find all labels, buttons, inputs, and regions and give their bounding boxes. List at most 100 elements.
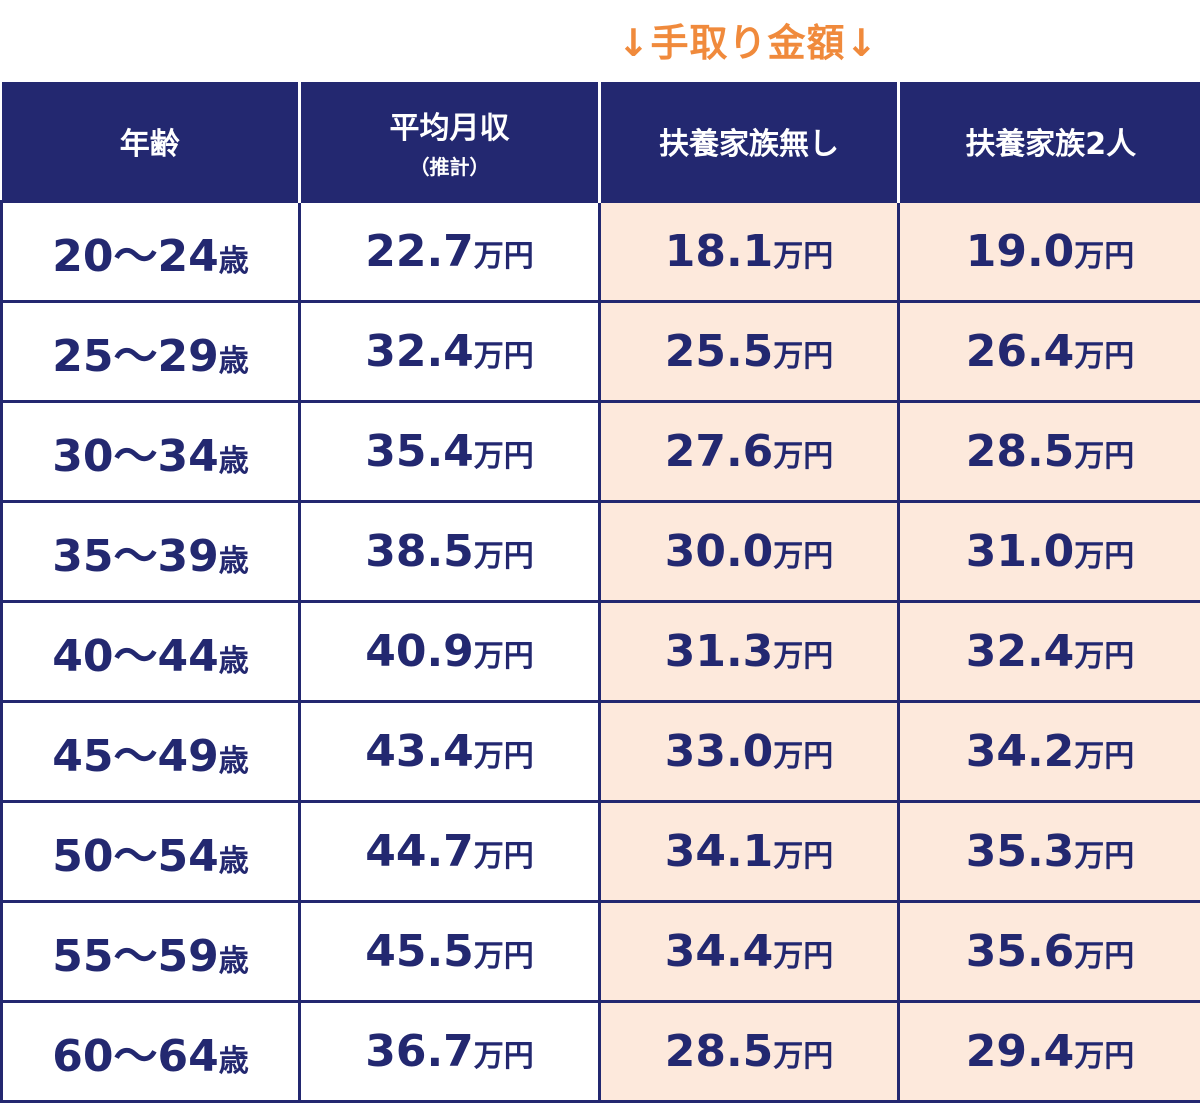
age-cell-unit: 歳 [218, 843, 249, 879]
table-row: 25〜29歳 32.4万円 25.5万円 26.4万円 [0, 300, 1200, 403]
age-cell-unit: 歳 [218, 1043, 249, 1079]
table-row: 30〜34歳 35.4万円 27.6万円 28.5万円 [0, 400, 1200, 503]
avg-income-cell-value: 38.5 [365, 526, 474, 577]
age-cell: 30〜34歳 [0, 400, 301, 503]
take-home-caption: ↓手取り金額↓ [617, 21, 879, 65]
avg-income-cell: 43.4万円 [298, 700, 601, 803]
no-dependents-cell-unit: 万円 [773, 439, 834, 474]
two-dependents-cell-value: 35.6 [965, 926, 1075, 977]
avg-income-cell-value: 43.4 [365, 726, 474, 777]
two-dependents-cell-unit: 万円 [1074, 539, 1135, 574]
two-dependents-cell: 35.3万円 [897, 800, 1200, 903]
header-no-dependents: 扶養家族無し [598, 82, 899, 202]
two-dependents-cell: 26.4万円 [897, 300, 1200, 403]
avg-income-cell: 36.7万円 [298, 1000, 601, 1103]
avg-income-cell-value: 32.4 [365, 326, 474, 377]
two-dependents-cell-unit: 万円 [1074, 839, 1135, 874]
two-dependents-cell-unit: 万円 [1074, 439, 1135, 474]
age-cell: 35〜39歳 [0, 500, 301, 603]
no-dependents-cell-value: 34.4 [664, 926, 774, 977]
age-cell-value: 20〜24 [52, 230, 219, 282]
header-no-dependents-label: 扶養家族無し [659, 127, 839, 162]
no-dependents-cell-value: 34.1 [664, 826, 774, 877]
avg-income-cell: 44.7万円 [298, 800, 601, 903]
two-dependents-cell-value: 34.2 [965, 726, 1075, 777]
avg-income-cell: 45.5万円 [298, 900, 601, 1003]
avg-income-cell-unit: 万円 [473, 339, 534, 374]
header-avg-income-sub: （推計） [409, 154, 490, 179]
header-avg-income: 平均月収 （推計） [298, 82, 600, 202]
table-row: 35〜39歳 38.5万円 30.0万円 31.0万円 [0, 500, 1200, 603]
income-table: 年齢 平均月収 （推計） 扶養家族無し 扶養家族2人 20〜24歳 22.7万円 18… [0, 82, 1200, 1103]
age-cell-value: 50〜54 [52, 830, 219, 882]
two-dependents-cell-value: 29.4 [965, 1026, 1075, 1077]
two-dependents-cell-value: 31.0 [965, 526, 1075, 577]
avg-income-cell-unit: 万円 [473, 1039, 534, 1074]
two-dependents-cell: 28.5万円 [897, 400, 1200, 503]
avg-income-cell-value: 22.7 [365, 226, 474, 277]
header-row: 年齢 平均月収 （推計） 扶養家族無し 扶養家族2人 [1, 82, 1200, 202]
age-cell: 20〜24歳 [0, 200, 301, 303]
avg-income-cell-value: 36.7 [365, 1026, 474, 1077]
two-dependents-cell: 29.4万円 [897, 1000, 1200, 1103]
two-dependents-cell-unit: 万円 [1074, 739, 1135, 774]
table-row: 55〜59歳 45.5万円 34.4万円 35.6万円 [0, 900, 1200, 1003]
age-cell-value: 25〜29 [52, 330, 219, 382]
age-cell-value: 60〜64 [52, 1030, 219, 1082]
table-row: 20〜24歳 22.7万円 18.1万円 19.0万円 [0, 200, 1200, 303]
header-avg-income-label: 平均月収 [389, 110, 510, 146]
age-cell: 50〜54歳 [0, 800, 301, 903]
no-dependents-cell: 27.6万円 [598, 400, 900, 503]
header-two-dependents-label: 扶養家族2人 [965, 127, 1137, 162]
avg-income-cell-value: 44.7 [365, 826, 474, 877]
age-cell-unit: 歳 [218, 743, 249, 779]
no-dependents-cell-unit: 万円 [773, 1039, 834, 1074]
no-dependents-cell: 33.0万円 [598, 700, 900, 803]
avg-income-cell: 38.5万円 [298, 500, 601, 603]
no-dependents-cell-value: 25.5 [664, 326, 774, 377]
avg-income-cell: 40.9万円 [298, 600, 601, 703]
no-dependents-cell-value: 28.5 [664, 1026, 774, 1077]
table-row: 60〜64歳 36.7万円 28.5万円 29.4万円 [0, 1000, 1200, 1103]
two-dependents-cell-unit: 万円 [1074, 1039, 1135, 1074]
age-cell-unit: 歳 [218, 943, 249, 979]
avg-income-cell-unit: 万円 [473, 839, 534, 874]
no-dependents-cell: 18.1万円 [598, 200, 900, 303]
no-dependents-cell-value: 18.1 [664, 226, 774, 277]
no-dependents-cell: 30.0万円 [598, 500, 900, 603]
two-dependents-cell-unit: 万円 [1074, 639, 1135, 674]
no-dependents-cell-value: 30.0 [664, 526, 774, 577]
age-cell: 25〜29歳 [0, 300, 301, 403]
age-cell: 55〜59歳 [0, 900, 301, 1003]
no-dependents-cell-unit: 万円 [773, 939, 834, 974]
no-dependents-cell-value: 27.6 [664, 426, 774, 477]
two-dependents-cell: 32.4万円 [897, 600, 1200, 703]
no-dependents-cell-value: 31.3 [664, 626, 774, 677]
two-dependents-cell: 19.0万円 [897, 200, 1200, 303]
table-row: 50〜54歳 44.7万円 34.1万円 35.3万円 [0, 800, 1200, 903]
avg-income-cell-unit: 万円 [473, 939, 534, 974]
age-cell-value: 40〜44 [52, 630, 219, 682]
avg-income-cell-unit: 万円 [473, 739, 534, 774]
two-dependents-cell-value: 35.3 [965, 826, 1075, 877]
no-dependents-cell: 31.3万円 [598, 600, 900, 703]
avg-income-cell: 35.4万円 [298, 400, 601, 503]
age-cell-unit: 歳 [218, 543, 249, 579]
no-dependents-cell: 28.5万円 [598, 1000, 900, 1103]
age-cell-unit: 歳 [218, 643, 249, 679]
avg-income-cell: 22.7万円 [298, 200, 601, 303]
age-cell-unit: 歳 [218, 343, 249, 379]
age-cell-value: 35〜39 [52, 530, 219, 582]
two-dependents-cell: 31.0万円 [897, 500, 1200, 603]
age-cell-unit: 歳 [218, 443, 249, 479]
age-cell-value: 55〜59 [52, 930, 219, 982]
table-row: 45〜49歳 43.4万円 33.0万円 34.2万円 [0, 700, 1200, 803]
no-dependents-cell-unit: 万円 [773, 639, 834, 674]
age-cell: 40〜44歳 [0, 600, 301, 703]
avg-income-cell-value: 45.5 [365, 926, 474, 977]
age-cell-value: 45〜49 [52, 730, 219, 782]
no-dependents-cell-unit: 万円 [773, 839, 834, 874]
no-dependents-cell: 34.1万円 [598, 800, 900, 903]
no-dependents-cell-value: 33.0 [664, 726, 774, 777]
avg-income-cell-value: 35.4 [365, 426, 474, 477]
